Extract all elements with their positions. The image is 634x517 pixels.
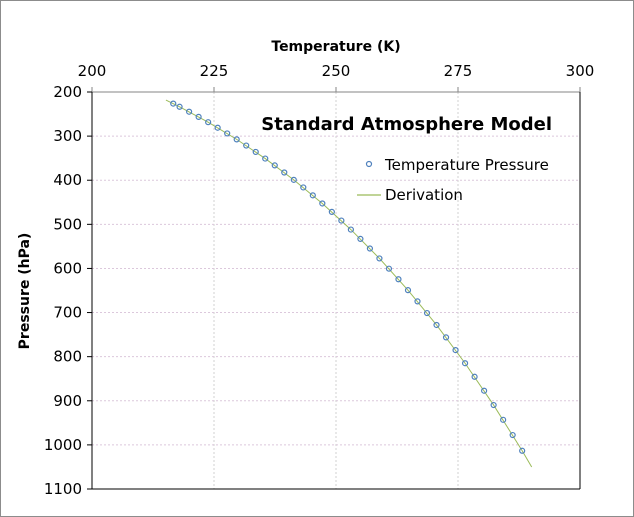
x-axis-title: Temperature (K)	[271, 39, 400, 55]
x-tick-label: 275	[444, 62, 473, 80]
legend-marker-temperature-pressure	[365, 160, 373, 168]
temperature-pressure-point	[433, 321, 440, 329]
temperature-pressure-point	[500, 416, 507, 423]
temperature-pressure-point	[271, 162, 278, 169]
temperature-pressure-point	[452, 346, 459, 354]
temperature-pressure-point	[309, 192, 316, 199]
temperature-pressure-point	[385, 265, 393, 272]
y-tick-label: 400	[53, 171, 82, 189]
temperature-pressure-point	[224, 130, 231, 137]
y-tick-label: 800	[53, 348, 82, 366]
y-tick-label: 600	[53, 259, 82, 277]
temperature-pressure-point	[290, 176, 297, 183]
temperature-pressure-point	[170, 100, 177, 107]
legend-label-derivation: Derivation	[385, 186, 463, 204]
series-group	[165, 99, 533, 468]
temperature-pressure-point	[243, 142, 250, 149]
temperature-pressure-point	[414, 298, 421, 305]
tick-marks: 200 225 250 275 300 200 300 400 500 600 700 800 900 1…	[44, 62, 595, 498]
y-tick-label: 900	[53, 392, 82, 410]
temperature-pressure-point	[404, 287, 412, 294]
temperature-pressure-point	[347, 226, 354, 233]
temperature-pressure-point	[205, 119, 212, 126]
temperature-pressure-point	[262, 155, 269, 162]
y-tick-label: 700	[53, 304, 82, 322]
temperature-pressure-point	[195, 113, 202, 120]
temperature-pressure-point	[509, 431, 516, 439]
temperature-pressure-point	[490, 401, 497, 409]
temperature-pressure-point	[176, 103, 183, 110]
temperature-pressure-point	[395, 276, 402, 283]
y-axis-title: Pressure (hPa)	[17, 233, 33, 350]
temperature-pressure-point	[461, 360, 469, 367]
temperature-pressure-point	[442, 334, 450, 341]
temperature-pressure-point	[233, 136, 240, 143]
legend: Temperature Pressure Derivation	[357, 156, 549, 204]
temperature-pressure-point	[252, 148, 259, 156]
temperature-pressure-point	[519, 447, 526, 454]
x-tick-label: 225	[200, 62, 229, 80]
temperature-pressure-point	[186, 108, 193, 115]
temperature-pressure-point	[376, 255, 383, 262]
x-tick-label: 300	[566, 62, 595, 80]
temperature-pressure-point	[319, 200, 326, 207]
gridlines	[92, 92, 580, 489]
y-tick-label: 1000	[44, 436, 82, 454]
temperature-pressure-point	[423, 309, 431, 317]
y-tick-label: 500	[53, 215, 82, 233]
y-tick-label: 1100	[44, 480, 82, 498]
temperature-pressure-point	[338, 217, 345, 224]
temperature-pressure-point	[214, 124, 221, 131]
temperature-pressure-point	[471, 373, 478, 380]
temperature-pressure-point	[481, 387, 488, 394]
y-tick-label: 200	[53, 83, 82, 101]
temperature-pressure-point	[281, 169, 288, 176]
y-tick-label: 300	[53, 127, 82, 145]
derivation-line	[165, 99, 533, 468]
temperature-pressure-point	[300, 184, 307, 191]
temperature-pressure-point	[357, 235, 364, 242]
x-tick-label: 250	[322, 62, 351, 80]
chart-title: Standard Atmosphere Model	[261, 114, 552, 135]
temperature-pressure-point	[328, 208, 335, 215]
x-tick-label: 200	[78, 62, 107, 80]
legend-label-temperature-pressure: Temperature Pressure	[384, 156, 549, 174]
temperature-pressure-point	[366, 245, 374, 252]
